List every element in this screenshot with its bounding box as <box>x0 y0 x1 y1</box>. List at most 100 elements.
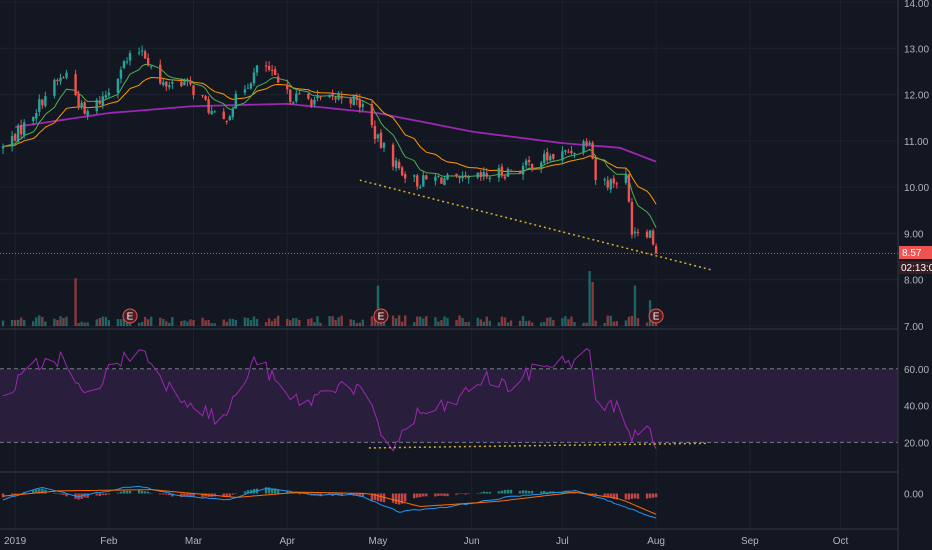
candle-body <box>394 160 398 169</box>
volume-bar <box>612 321 615 326</box>
candle-body <box>603 179 606 181</box>
candle-body <box>564 150 567 152</box>
candle <box>500 163 504 178</box>
macd-panel[interactable] <box>1 485 658 519</box>
earnings-badge[interactable]: E <box>373 308 389 324</box>
candle-body <box>416 175 419 187</box>
macd-histogram-bar <box>267 487 271 494</box>
volume-bar <box>252 316 256 326</box>
macd-histogram-bar <box>591 493 594 495</box>
candle <box>276 73 280 83</box>
candle <box>422 171 425 187</box>
macd-histogram-bar <box>416 493 419 498</box>
volume-bar <box>168 322 171 326</box>
macd-histogram-bar <box>615 493 619 500</box>
volume-bar <box>74 278 77 326</box>
volume-bar <box>159 317 162 326</box>
candle-body <box>482 171 485 177</box>
macd-histogram-bar <box>530 490 534 494</box>
volume-bar <box>119 319 123 326</box>
macd-histogram-bar <box>397 493 401 505</box>
volume-bar <box>603 322 606 326</box>
price-tick-label: 10.00 <box>904 183 929 194</box>
macd-histogram-bar <box>168 493 171 496</box>
candle <box>125 57 129 65</box>
time-axis[interactable]: 2019 Feb Mar Apr May Jun Jul Aug Sep Oct <box>0 528 898 547</box>
earnings-badge[interactable]: E <box>648 308 664 324</box>
volume-bar <box>609 315 612 326</box>
candle <box>476 172 479 180</box>
volume-bar <box>337 317 340 326</box>
candle-body <box>80 102 83 108</box>
candle <box>527 156 531 167</box>
candle <box>497 164 501 182</box>
volume-bar <box>41 316 44 326</box>
volume-bar <box>370 316 374 326</box>
candle-body <box>83 102 86 114</box>
candle <box>482 167 485 181</box>
macd-histogram-bar <box>180 493 183 498</box>
candle-body <box>549 155 552 161</box>
candle <box>458 175 461 184</box>
candle-body <box>636 232 640 234</box>
candle-body <box>379 132 383 148</box>
candle <box>397 159 401 171</box>
volume-bar <box>500 316 504 326</box>
candle-body <box>419 187 422 189</box>
candle <box>419 184 422 189</box>
candle <box>567 148 570 154</box>
grid-lines <box>0 0 898 529</box>
macd-histogram-bar <box>376 493 380 501</box>
rsi-panel[interactable] <box>0 348 898 452</box>
volume-bar <box>86 322 89 326</box>
candle-body <box>503 176 507 179</box>
volume-bar <box>373 317 377 326</box>
candle <box>455 173 458 178</box>
candle <box>403 171 407 184</box>
volume-bar <box>403 315 407 326</box>
volume-bar <box>210 323 213 326</box>
volume-bar <box>567 319 570 326</box>
macd-histogram-bar <box>503 489 507 494</box>
macd-histogram-bar <box>603 493 606 496</box>
earnings-badge-label: E <box>127 312 134 323</box>
candle-body <box>633 231 637 234</box>
macd-signal-line <box>2 489 657 515</box>
volume-bar <box>552 320 555 326</box>
candle <box>633 227 637 238</box>
volume-bar <box>171 316 174 326</box>
earnings-badge[interactable]: E <box>122 308 138 324</box>
candle-body <box>391 144 395 167</box>
macd-histogram-bar <box>107 493 111 495</box>
candle-body <box>204 95 207 100</box>
price-axis[interactable]: 14.00 13.00 12.00 11.00 10.00 9.00 8.00 7.00 60.… <box>897 0 932 550</box>
candle-body <box>370 104 374 126</box>
volume-bar <box>189 319 192 326</box>
candle <box>573 152 576 159</box>
candle-body <box>122 61 126 68</box>
candle-body <box>213 111 216 113</box>
candle <box>295 88 298 104</box>
candle <box>425 174 428 180</box>
candle <box>310 98 313 108</box>
macd-histogram-bar <box>479 492 482 494</box>
candle-body <box>461 175 464 179</box>
time-tick-label: Aug <box>647 536 665 547</box>
candle <box>488 176 492 183</box>
macd-histogram-bar <box>373 493 377 501</box>
candle <box>122 59 126 70</box>
candle-body <box>313 99 316 105</box>
candle-body <box>1 146 5 149</box>
candle <box>361 100 365 112</box>
candle <box>180 78 183 88</box>
volume-bar <box>101 316 105 326</box>
candle-body <box>128 53 132 61</box>
candle <box>582 139 585 156</box>
volume-bar <box>104 316 108 326</box>
macd-histogram-bar <box>612 493 615 499</box>
candle-body <box>264 65 268 67</box>
macd-histogram-bar <box>413 493 416 499</box>
